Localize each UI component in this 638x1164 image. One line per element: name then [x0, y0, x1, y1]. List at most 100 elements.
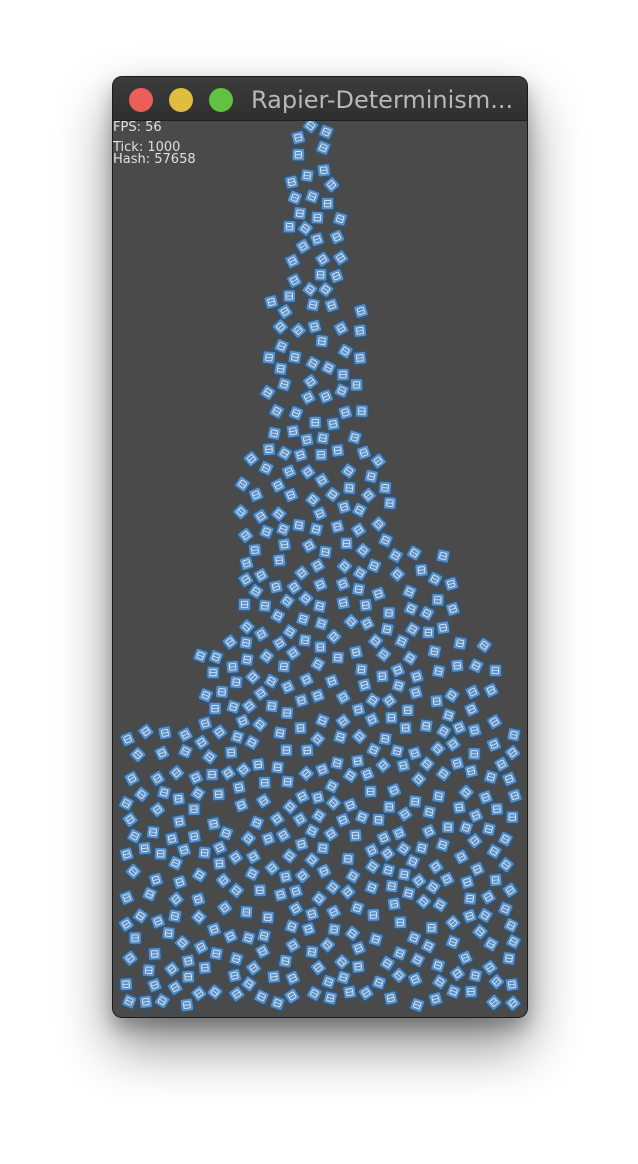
body-detail-line	[367, 475, 375, 478]
physics-body	[205, 920, 223, 938]
physics-body	[167, 763, 186, 782]
physics-body	[458, 873, 476, 891]
physics-body	[427, 990, 444, 1008]
body-detail-line	[215, 862, 224, 865]
physics-body	[286, 899, 305, 918]
body-detail-line	[175, 797, 183, 800]
physics-body	[417, 754, 437, 773]
body-detail-line	[229, 666, 237, 668]
body-detail-line	[356, 357, 364, 359]
physics-body	[344, 867, 362, 885]
body-detail-line	[298, 570, 305, 576]
body-detail-line	[314, 796, 322, 799]
body-detail-line	[340, 505, 348, 509]
physics-body	[264, 698, 280, 714]
physics-body	[426, 643, 443, 660]
physics-body	[312, 639, 328, 655]
body-detail-line	[357, 668, 366, 671]
body-detail-line	[505, 957, 513, 960]
physics-body	[283, 173, 300, 191]
body-detail-line	[435, 795, 443, 798]
physics-body	[327, 267, 345, 285]
physics-body	[257, 598, 273, 614]
physics-body	[179, 997, 195, 1013]
body-detail-line	[433, 700, 441, 702]
body-detail-line	[355, 946, 363, 950]
body-detail-line	[258, 631, 265, 637]
body-detail-line	[220, 877, 227, 883]
physics-body	[149, 912, 167, 930]
physics-body	[191, 647, 210, 665]
body-detail-line	[287, 804, 293, 810]
body-detail-line	[161, 731, 169, 734]
body-detail-line	[297, 453, 304, 457]
body-detail-line	[487, 941, 495, 946]
physics-body	[440, 819, 456, 835]
body-detail-line	[424, 761, 430, 767]
physics-body	[393, 632, 411, 651]
body-detail-line	[252, 589, 260, 594]
body-detail-line	[279, 527, 287, 531]
body-detail-line	[363, 621, 371, 626]
body-detail-line	[311, 991, 318, 996]
physics-body	[148, 800, 167, 819]
physics-bodies-layer	[117, 121, 524, 1014]
body-detail-line	[272, 585, 280, 588]
body-detail-line	[328, 303, 336, 307]
physics-body	[401, 649, 420, 667]
zoom-window-button[interactable]	[209, 88, 233, 112]
body-detail-line	[354, 760, 362, 763]
body-detail-line	[432, 864, 440, 870]
body-detail-line	[184, 959, 192, 963]
body-detail-line	[436, 902, 444, 907]
physics-body	[307, 521, 325, 538]
simulation-canvas[interactable]: FPS: 56 Tick: 1000 Hash: 57658	[113, 121, 527, 1017]
body-detail-line	[173, 896, 179, 902]
physics-body	[291, 517, 307, 534]
body-detail-line	[336, 217, 344, 221]
body-detail-line	[325, 365, 332, 370]
body-detail-line	[138, 791, 145, 797]
physics-body	[293, 787, 312, 806]
physics-body	[310, 889, 329, 908]
body-detail-line	[225, 770, 232, 776]
physics-body	[238, 904, 254, 920]
physics-body	[332, 319, 350, 338]
body-detail-line	[291, 584, 298, 590]
body-detail-line	[471, 838, 478, 844]
body-detail-line	[265, 356, 273, 359]
physics-body	[356, 676, 373, 694]
physics-body	[219, 764, 238, 782]
physics-body	[294, 610, 312, 628]
body-detail-line	[210, 822, 218, 825]
physics-body	[357, 983, 376, 1002]
body-detail-line	[328, 784, 336, 789]
physics-body	[286, 349, 303, 366]
physics-body	[390, 677, 407, 694]
body-detail-line	[182, 749, 189, 754]
physics-body	[419, 937, 438, 955]
minimize-window-button[interactable]	[169, 88, 193, 112]
body-detail-line	[257, 573, 265, 578]
body-detail-line	[450, 989, 458, 994]
physics-body	[313, 712, 331, 730]
body-detail-line	[339, 601, 347, 604]
body-detail-line	[510, 939, 517, 944]
body-detail-line	[242, 577, 250, 582]
body-detail-line	[435, 745, 441, 752]
physics-body	[251, 507, 270, 526]
body-detail-line	[242, 641, 250, 644]
physics-body	[352, 350, 368, 366]
physics-body	[386, 546, 405, 565]
body-detail-line	[295, 327, 302, 333]
physics-body	[333, 381, 351, 400]
physics-body	[341, 796, 360, 814]
window-titlebar[interactable]: Rapier-Determinism...	[113, 77, 527, 121]
body-detail-line	[192, 775, 200, 780]
body-detail-line	[396, 951, 404, 955]
close-window-button[interactable]	[129, 88, 153, 112]
body-detail-line	[322, 394, 330, 399]
body-detail-line	[277, 324, 284, 330]
body-detail-line	[396, 972, 402, 979]
physics-body	[363, 857, 382, 876]
